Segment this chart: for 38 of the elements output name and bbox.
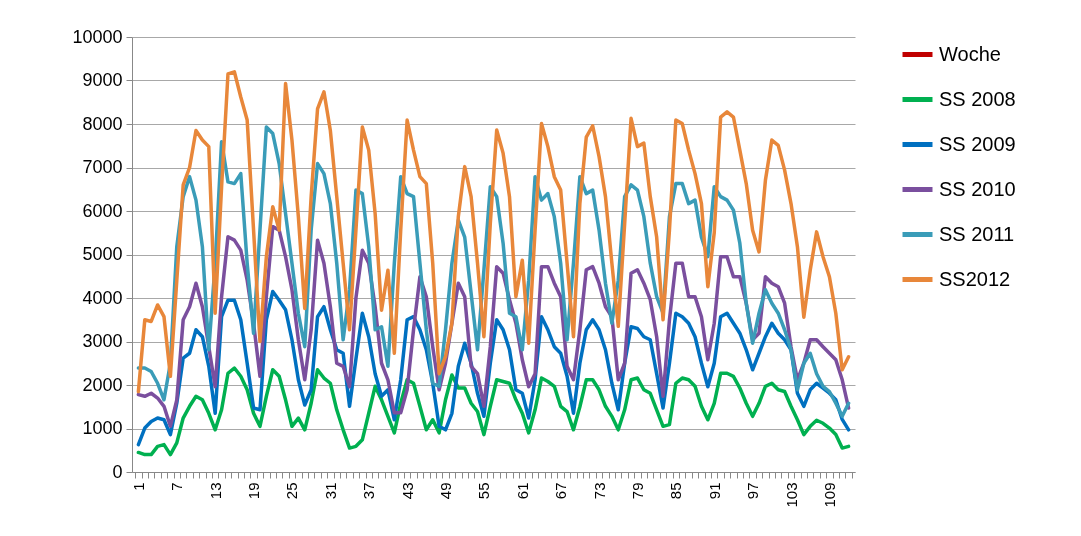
legend-label: SS 2010: [939, 177, 1016, 200]
legend-label: Woche: [939, 42, 1001, 65]
legend-label: SS 2009: [939, 132, 1016, 155]
x-tick-label: 103: [782, 482, 800, 508]
line-series: [136, 70, 851, 394]
x-tick-label: 1: [129, 482, 147, 491]
y-tick-label: 9000: [82, 70, 123, 90]
y-tick-label: 6000: [82, 200, 123, 221]
x-tick-label: 109: [820, 482, 838, 508]
x-tick-label: 25: [283, 482, 301, 500]
y-tick-label: 5000: [82, 244, 123, 264]
x-tick-label: 31: [321, 482, 339, 500]
x-tick-label: 49: [437, 482, 455, 500]
legend-label: SS 2008: [939, 87, 1016, 110]
x-tick-label: 55: [475, 482, 493, 500]
y-tick-label: 1000: [82, 418, 123, 438]
legend-label: SS 2011: [939, 222, 1015, 245]
x-tick-label: 19: [245, 482, 263, 500]
y-tick-label: 10000: [72, 26, 123, 47]
y-tick-label: 4000: [82, 287, 123, 308]
line-series: [136, 366, 851, 457]
x-tick-label: 37: [360, 482, 378, 500]
x-tick-label: 85: [667, 482, 685, 500]
legend-label: SS2012: [939, 267, 1011, 290]
x-tick-label: 61: [513, 482, 531, 500]
x-tick-label: 79: [628, 482, 646, 500]
y-tick-label: 0: [112, 461, 123, 482]
x-tick-label: 73: [590, 482, 608, 500]
x-tick-label: 43: [398, 482, 416, 500]
x-tick-label: 13: [206, 482, 224, 500]
x-tick-label: 7: [168, 482, 186, 491]
y-tick-label: 2000: [82, 374, 123, 395]
y-tick-label: 3000: [82, 331, 123, 351]
x-tick-label: 91: [705, 482, 723, 500]
y-tick-label: 7000: [82, 157, 123, 177]
y-tick-label: 8000: [82, 113, 123, 134]
x-tick-label: 67: [552, 482, 570, 500]
x-tick-label: 97: [744, 482, 762, 500]
